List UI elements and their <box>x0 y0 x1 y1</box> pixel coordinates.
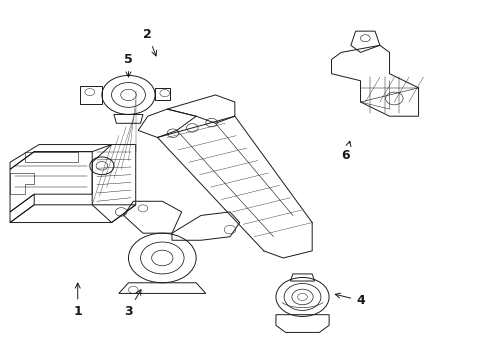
Text: 6: 6 <box>341 141 350 162</box>
Text: 4: 4 <box>335 293 364 307</box>
Text: 2: 2 <box>143 28 156 56</box>
Text: 1: 1 <box>73 283 82 318</box>
Text: 3: 3 <box>124 290 141 318</box>
Text: 5: 5 <box>124 53 133 77</box>
